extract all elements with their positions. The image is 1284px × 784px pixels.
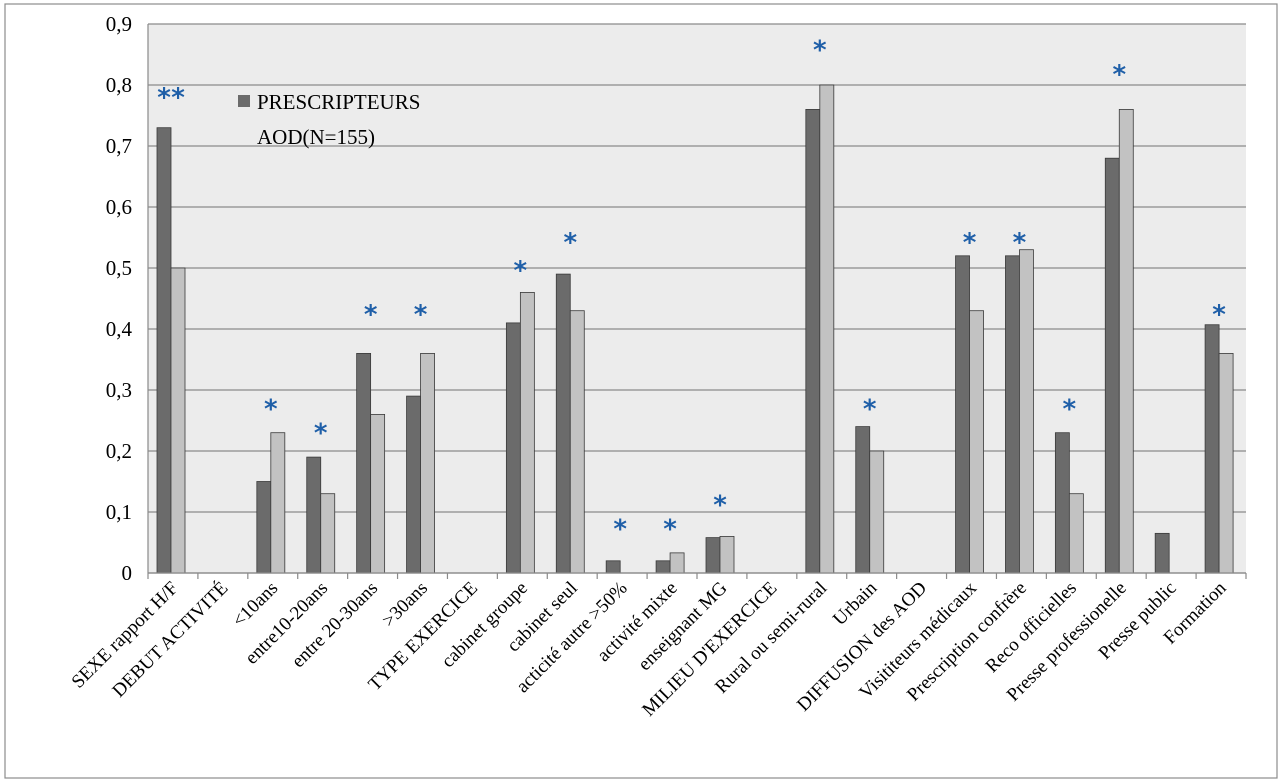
y-tick-label: 0,4	[106, 317, 133, 341]
y-tick-label: 0,7	[106, 134, 132, 158]
bar-series-2	[719, 536, 735, 574]
legend-label-line-1: PRESCRIPTEURS	[257, 90, 420, 114]
significance-marker: *	[963, 228, 977, 258]
bar-series-2	[1019, 249, 1034, 574]
bar-series-2	[270, 432, 286, 574]
bars	[156, 84, 1234, 574]
y-axis: 0 0,1 0,2 0,3 0,4 0,5 0,6 0,7 0,8 0,9	[106, 12, 149, 585]
significance-marker: *	[1063, 394, 1077, 424]
significance-marker: *	[813, 36, 827, 66]
bar-series-1	[1104, 157, 1120, 574]
bar-series-1	[955, 255, 970, 574]
significance-marker: *	[314, 419, 328, 449]
bar-series-1	[1204, 324, 1220, 574]
bar-series-2	[420, 352, 435, 574]
significance-marker: *	[1013, 228, 1027, 258]
bar-series-1	[1005, 255, 1020, 574]
significance-marker: *	[414, 300, 428, 330]
bar-series-1	[356, 352, 372, 574]
significance-marker: *	[863, 394, 877, 424]
bar-series-1	[855, 426, 871, 574]
bar-series-2	[1218, 352, 1234, 574]
bar-series-1	[555, 273, 571, 574]
significance-marker: *	[264, 394, 278, 424]
significance-marker: *	[514, 256, 528, 286]
bar-series-1	[705, 537, 721, 574]
bar-series-2	[370, 413, 386, 574]
significance-marker: *	[364, 300, 378, 330]
significance-marker: *	[663, 514, 677, 544]
legend: PRESCRIPTEURS AOD(N=155)	[238, 90, 420, 149]
significance-marker: *	[1112, 60, 1126, 90]
y-tick-label: 0,5	[106, 256, 132, 280]
bar-series-2	[969, 310, 984, 574]
y-tick-label: 0,3	[106, 378, 132, 402]
bar-series-1	[605, 560, 621, 574]
bar-series-1	[1054, 432, 1070, 574]
significance-marker: *	[713, 491, 727, 521]
bar-series-2	[569, 310, 585, 574]
significance-marker: *	[171, 83, 185, 113]
significance-marker: *	[1212, 300, 1226, 330]
y-tick-label: 0,6	[106, 195, 132, 219]
significance-marker: *	[157, 83, 171, 113]
significance-markers: * **** **** ***** ****	[157, 36, 1226, 545]
bar-series-2	[170, 267, 186, 574]
bar-series-2	[669, 552, 685, 574]
bar-series-2	[320, 493, 336, 574]
significance-marker: *	[563, 228, 577, 258]
bar-series-2	[1118, 109, 1134, 574]
legend-swatch-series-1	[238, 95, 250, 107]
bar-series-1	[1154, 532, 1170, 574]
significance-marker: *	[613, 514, 627, 544]
bar-series-2	[519, 291, 535, 574]
y-tick-label: 0,2	[106, 439, 132, 463]
bar-series-1	[655, 560, 671, 574]
bar-series-1	[306, 456, 322, 574]
bar-series-2	[819, 84, 835, 574]
y-tick-label: 0,9	[106, 12, 132, 36]
bar-series-1	[805, 109, 821, 574]
bar-series-2	[869, 450, 885, 574]
bar-series-2	[1068, 493, 1084, 574]
bar-series-1	[406, 395, 421, 574]
bar-series-1	[156, 127, 172, 574]
legend-label-line-2: AOD(N=155)	[257, 125, 375, 149]
bar-series-1	[505, 322, 521, 574]
y-tick-label: 0	[122, 561, 133, 585]
y-tick-label: 0,1	[106, 500, 132, 524]
y-tick-label: 0,8	[106, 73, 132, 97]
bar-series-1	[256, 481, 272, 574]
